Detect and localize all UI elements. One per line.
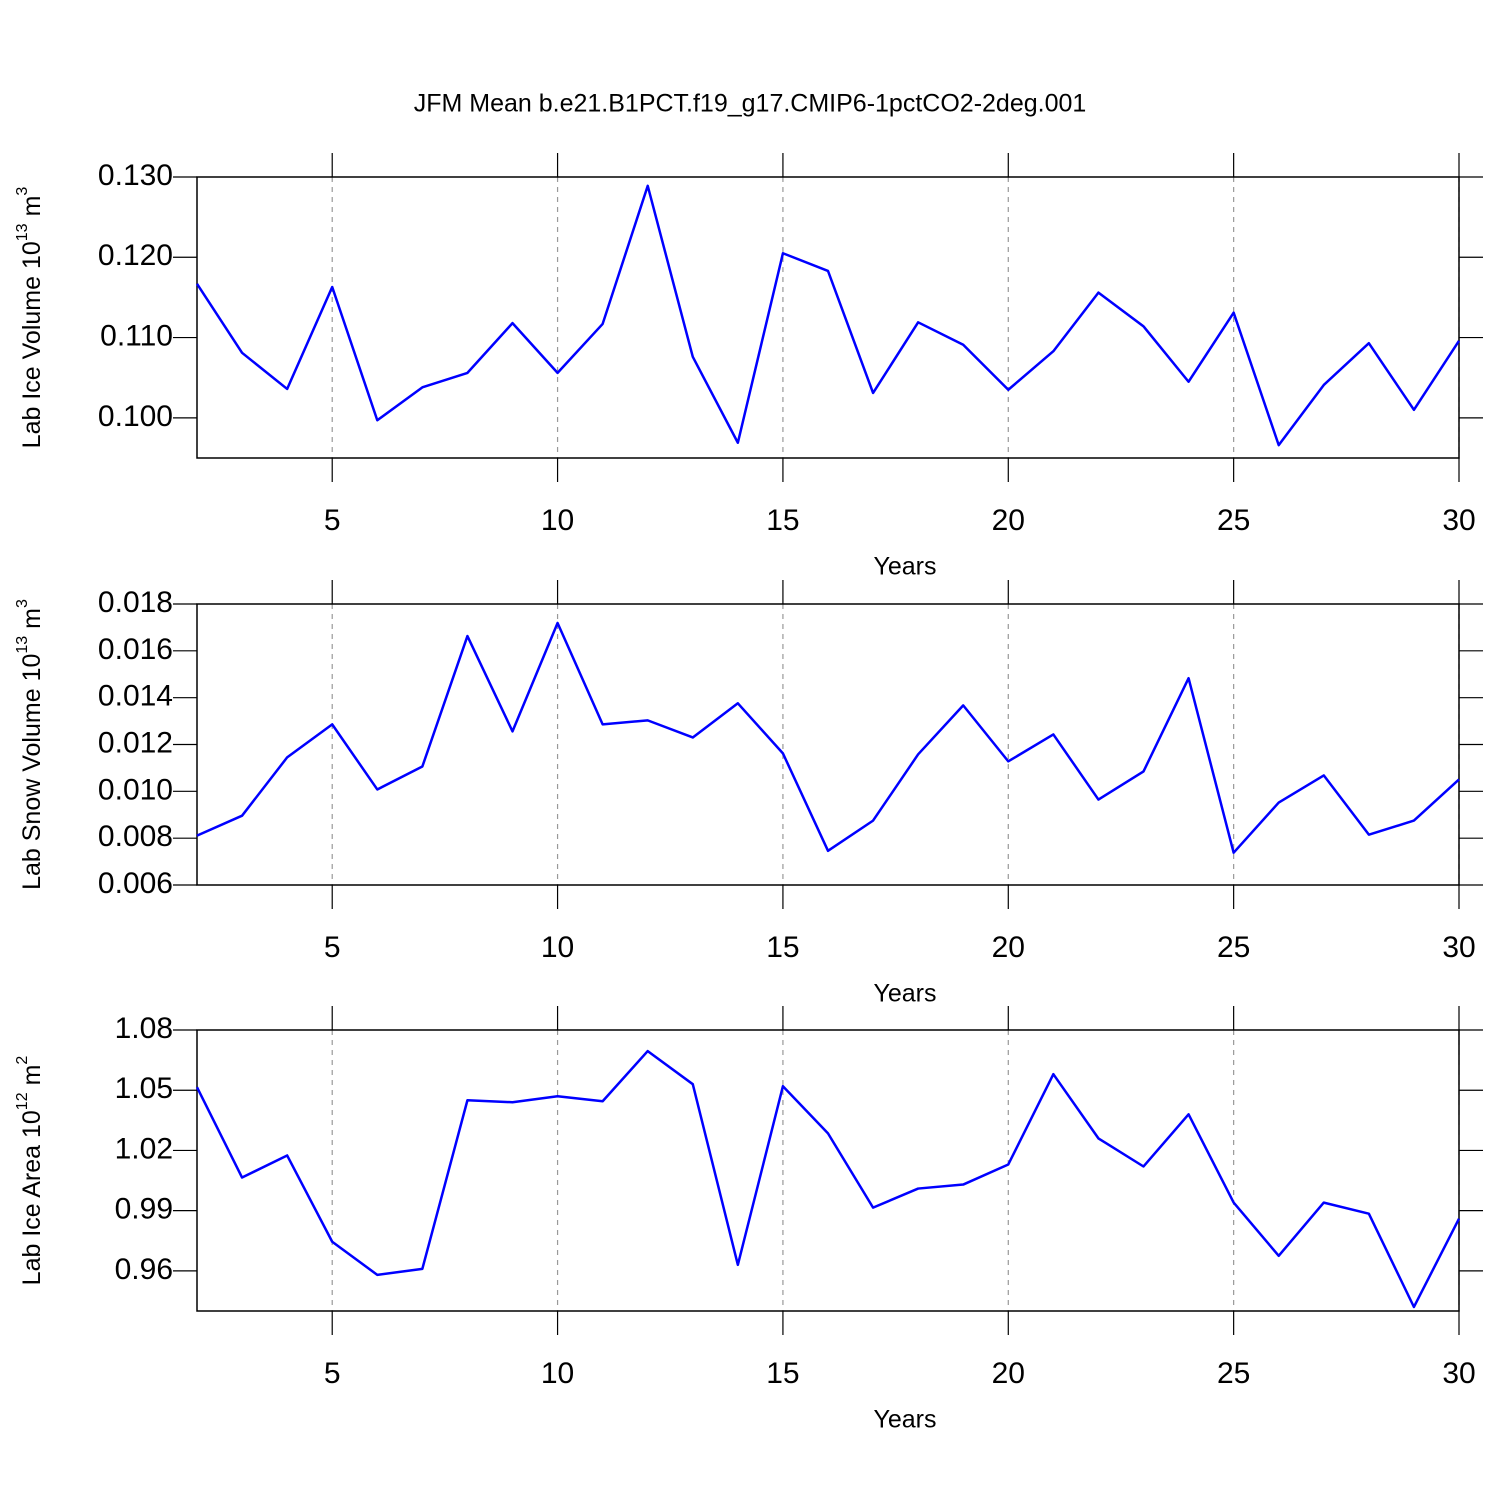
- x-tick-label: 5: [324, 504, 341, 537]
- y-tick-label: 0.130: [98, 159, 173, 192]
- y-axis-label-exponent: 13: [14, 636, 31, 654]
- y-tick-label: 0.110: [100, 319, 173, 352]
- y-axis-label-unit-exponent: 3: [14, 599, 31, 608]
- panel: 5 10 15 20 25 30 0.96 0.99 1.02 1.05 1.08 Years Lab …: [14, 1006, 1483, 1434]
- y-axis-label-unit: m: [18, 196, 46, 217]
- y-axis-label: Lab Ice Volume 1013 m3: [14, 187, 45, 449]
- data-line: [196, 621, 1460, 854]
- x-tick-label: 30: [1442, 931, 1475, 964]
- y-tick-label: 0.006: [98, 867, 173, 900]
- y-axis-label-text: Lab Ice Volume 10: [18, 241, 46, 448]
- x-tick-label: 20: [992, 1357, 1025, 1390]
- x-tick-label: 30: [1442, 504, 1475, 537]
- x-axis-label: Years: [873, 980, 936, 1008]
- plot-frame: [196, 1029, 1460, 1312]
- y-axis-label-text: Lab Ice Area 10: [18, 1110, 46, 1285]
- y-axis-label-text: Lab Snow Volume 10: [18, 654, 46, 890]
- y-tick-label: 0.120: [98, 239, 173, 272]
- data-line: [195, 1049, 1461, 1309]
- plot-frame: [196, 176, 1460, 459]
- x-tick-label: 5: [324, 931, 341, 964]
- x-tick-label: 10: [541, 504, 574, 537]
- panel: 5 10 15 20 25 30 0.006 0.008 0.010 0.012 0.014 0.01…: [14, 580, 1483, 1008]
- y-axis-label-unit: m: [18, 608, 46, 629]
- y-axis-label: Lab Snow Volume 1013 m3: [14, 599, 45, 890]
- x-tick-label: 15: [766, 1357, 799, 1390]
- y-tick-label: 0.016: [98, 633, 173, 666]
- y-axis-label-unit-exponent: 3: [14, 187, 31, 196]
- y-tick-label: 1.05: [115, 1072, 173, 1105]
- x-tick-label: 15: [766, 931, 799, 964]
- x-tick-label: 10: [541, 1357, 574, 1390]
- y-axis-label-exponent: 12: [14, 1092, 31, 1110]
- y-tick-label: 1.08: [115, 1012, 173, 1045]
- x-tick-label: 30: [1442, 1357, 1475, 1390]
- y-tick-label: 0.99: [115, 1193, 173, 1226]
- y-tick-label: 0.008: [98, 820, 173, 853]
- x-tick-label: 20: [992, 931, 1025, 964]
- plot-frame: [196, 603, 1460, 886]
- x-tick-label: 10: [541, 931, 574, 964]
- y-tick-label: 1.02: [115, 1132, 173, 1165]
- y-tick-label: 0.96: [115, 1253, 173, 1286]
- x-tick-label: 25: [1217, 931, 1250, 964]
- y-axis-label-unit: m: [18, 1065, 46, 1086]
- y-axis-label-exponent: 13: [14, 223, 31, 241]
- chart-title: JFM Mean b.e21.B1PCT.f19_g17.CMIP6-1pctC…: [414, 90, 1087, 118]
- x-tick-label: 5: [324, 1357, 341, 1390]
- y-tick-label: 0.100: [98, 400, 173, 433]
- x-tick-label: 25: [1217, 1357, 1250, 1390]
- data-line: [195, 184, 1461, 447]
- y-axis-label-unit-exponent: 2: [14, 1056, 31, 1065]
- x-tick-label: 25: [1217, 504, 1250, 537]
- y-tick-label: 0.010: [98, 773, 173, 806]
- y-tick-label: 0.012: [98, 726, 173, 759]
- y-tick-label: 0.018: [98, 586, 173, 619]
- y-tick-label: 0.014: [98, 680, 173, 713]
- panel: 5 10 15 20 25 30 0.100 0.110 0.120 0.130 Years Lab …: [14, 153, 1483, 581]
- x-tick-label: 20: [992, 504, 1025, 537]
- x-axis-label: Years: [873, 553, 936, 581]
- y-axis-label: Lab Ice Area 1012 m2: [14, 1056, 45, 1286]
- x-axis-label: Years: [873, 1406, 936, 1434]
- x-tick-label: 15: [766, 504, 799, 537]
